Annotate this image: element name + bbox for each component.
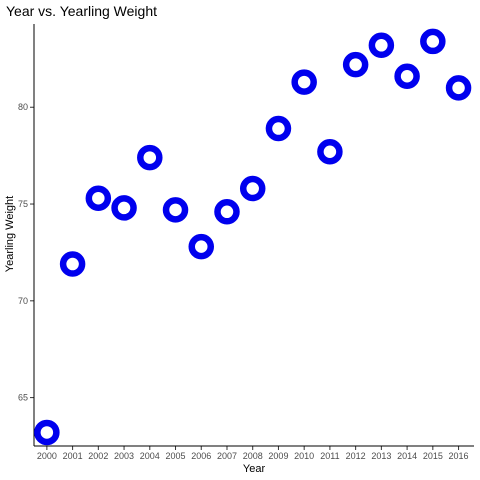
x-tick-label: 2000 — [37, 451, 57, 461]
x-tick-label: 2003 — [114, 451, 134, 461]
data-point — [137, 144, 163, 171]
x-axis-ticks: 2000 2001 2002 2003 2004 2005 2006 2007 2008 2009… — [37, 446, 469, 461]
data-point — [239, 175, 266, 202]
x-tick-label: 2014 — [397, 451, 417, 461]
x-tick-label: 2009 — [268, 451, 288, 461]
data-point — [162, 197, 189, 223]
x-tick-label: 2006 — [191, 451, 211, 461]
x-tick-label: 2013 — [371, 451, 391, 461]
data-point — [445, 75, 472, 101]
data-point — [368, 32, 395, 59]
y-tick-label: 75 — [18, 199, 28, 209]
data-point — [317, 139, 343, 165]
x-tick-label: 2012 — [346, 451, 366, 461]
data-point — [265, 115, 292, 142]
chart-title: Year vs. Yearling Weight — [6, 3, 157, 19]
y-axis-ticks: 65 70 75 80 — [18, 102, 34, 403]
y-tick-label: 65 — [18, 393, 28, 403]
data-point — [59, 251, 86, 277]
data-point — [291, 69, 317, 95]
data-point — [85, 185, 112, 211]
x-tick-label: 2004 — [140, 451, 160, 461]
x-tick-label: 2008 — [243, 451, 263, 461]
data-point — [214, 199, 240, 225]
data-point — [188, 233, 215, 260]
x-tick-label: 2002 — [88, 451, 108, 461]
data-point — [34, 419, 60, 446]
data-point — [394, 63, 420, 90]
x-tick-label: 2005 — [166, 451, 186, 461]
x-tick-label: 2007 — [217, 451, 237, 461]
data-point — [420, 28, 446, 55]
x-tick-label: 2016 — [449, 451, 469, 461]
x-tick-label: 2010 — [294, 451, 314, 461]
data-point — [111, 195, 137, 221]
x-tick-label: 2011 — [320, 451, 339, 461]
x-tick-label: 2001 — [63, 451, 83, 461]
y-axis-title: Yearling Weight — [4, 196, 16, 272]
y-tick-label: 80 — [18, 102, 28, 112]
x-axis-title: Year — [243, 463, 266, 475]
data-points — [34, 28, 472, 446]
data-point — [342, 51, 369, 78]
x-tick-label: 2015 — [423, 451, 443, 461]
y-tick-label: 70 — [18, 296, 28, 306]
